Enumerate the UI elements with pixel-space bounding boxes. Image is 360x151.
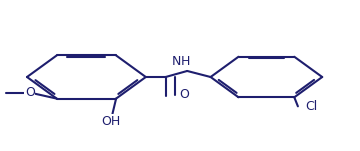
Text: OH: OH [101,115,120,128]
Text: Cl: Cl [305,100,318,113]
Text: O: O [25,86,35,99]
Text: O: O [179,88,189,101]
Text: N: N [172,55,181,68]
Text: H: H [181,55,190,68]
